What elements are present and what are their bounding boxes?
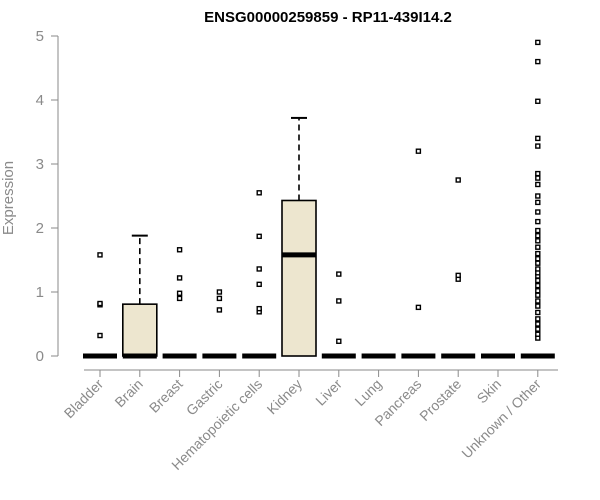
outlier-point [535, 331, 541, 337]
y-ticks: 0 1 2 3 4 5 [36, 28, 58, 365]
outlier-point [535, 58, 541, 65]
outlier-point [176, 275, 183, 281]
chart-title: ENSG00000259859 - RP11-439I14.2 [204, 9, 452, 26]
outlier-point [535, 209, 541, 215]
x-tick-label: Kidney [264, 376, 306, 418]
y-axis-label: Expression [0, 161, 17, 235]
box-brain [122, 234, 158, 359]
x-tick-label: Breast [146, 376, 186, 416]
outlier-point [415, 304, 422, 311]
box-series [83, 39, 555, 359]
outlier-point [216, 307, 223, 313]
outlier-point [535, 232, 541, 239]
outlier-point [336, 338, 342, 344]
outlier-point [535, 282, 541, 289]
outlier-point [535, 316, 541, 322]
outlier-point [455, 177, 461, 183]
outlier-point [535, 303, 541, 309]
iqr-box [122, 303, 158, 357]
x-tick-label: Skin [474, 376, 505, 407]
outlier-point [535, 309, 541, 316]
box-kidney [281, 116, 317, 357]
y-tick-label: 0 [36, 348, 44, 365]
outlier-point [256, 233, 262, 240]
outlier-point [535, 277, 541, 284]
outlier-point [415, 148, 422, 154]
outlier-point [535, 266, 541, 272]
outlier-point [336, 298, 342, 304]
outlier-point [535, 135, 541, 142]
outlier-point [176, 247, 183, 253]
outlier-point [535, 181, 541, 188]
outlier-point [535, 326, 541, 332]
y-tick-label: 1 [36, 284, 44, 301]
outlier-point [535, 321, 541, 327]
outlier-point [535, 170, 541, 177]
outlier-point [97, 300, 103, 307]
x-tick-label: Brain [111, 376, 145, 410]
outlier-point [535, 292, 541, 298]
outlier-point [256, 281, 262, 288]
outlier-point [216, 289, 223, 295]
x-tick-label: Bladder [61, 376, 107, 422]
box-breast [162, 247, 197, 359]
outlier-point [256, 190, 262, 196]
outlier-point [535, 256, 541, 262]
x-tick-label: Prostate [416, 376, 464, 424]
outlier-point [97, 252, 103, 258]
x-tick-label: Lung [351, 376, 384, 409]
outlier-point [535, 193, 541, 199]
outlier-point [535, 175, 541, 181]
x-tick-label: Liver [312, 376, 345, 409]
box-unknown-other [520, 39, 555, 359]
box-prostate [441, 177, 476, 359]
box-gastric [202, 289, 237, 359]
y-tick-label: 5 [36, 28, 44, 45]
outlier-point [535, 298, 541, 304]
outlier-point [455, 272, 461, 279]
outlier-point [336, 271, 342, 277]
outlier-point [216, 295, 223, 302]
outlier-point [535, 218, 541, 225]
iqr-box [281, 199, 317, 357]
outlier-point [535, 288, 541, 294]
box-bladder [83, 252, 117, 359]
outlier-point [535, 227, 541, 234]
outlier-point [535, 260, 541, 266]
outlier-point [256, 266, 262, 272]
box-pancreas [401, 148, 436, 359]
outlier-point [535, 238, 541, 244]
outlier-point [535, 199, 541, 206]
outlier-point [535, 39, 541, 46]
outlier-point [176, 290, 183, 296]
outlier-point [535, 250, 541, 257]
outlier-point [535, 98, 541, 104]
y-tick-label: 4 [36, 92, 44, 109]
box-liver [321, 271, 356, 359]
box-hematopoietic-cells [242, 190, 277, 359]
y-tick-label: 3 [36, 156, 44, 173]
y-tick-label: 2 [36, 220, 44, 237]
outlier-point [535, 244, 541, 250]
outlier-point [535, 143, 541, 149]
outlier-point [97, 332, 103, 339]
outlier-point [176, 295, 183, 302]
outlier-point [256, 305, 262, 312]
